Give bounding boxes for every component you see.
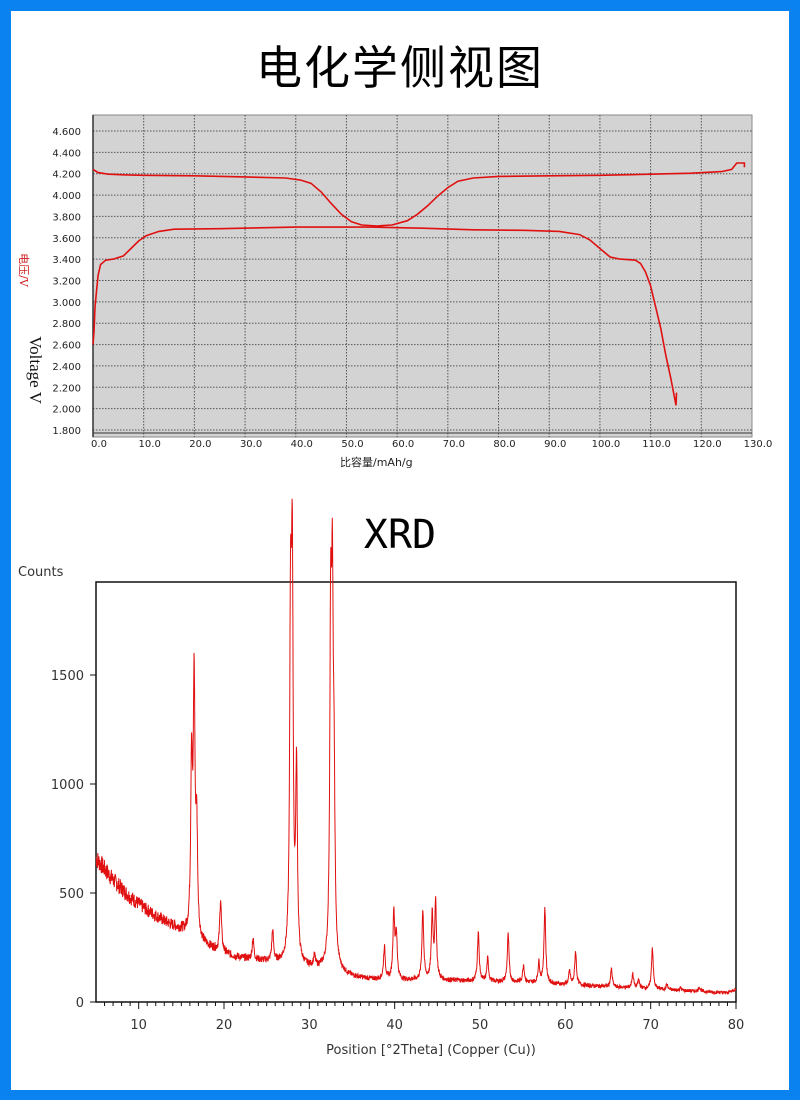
x-axis-label: 比容量/mAh/g <box>340 455 413 469</box>
ticks: 0.0 10.0 20.0 30.0 40.0 50.0 60.0 70.0 80.0 90.0 1… <box>52 127 772 450</box>
x-tick-label: 10.0 <box>139 439 161 450</box>
x-tick-label: 50.0 <box>341 439 363 450</box>
charge-curve <box>92 162 746 227</box>
y-tick-label: 3.800 <box>52 212 81 223</box>
x-tick-label: 120.0 <box>693 439 722 450</box>
y-tick-label: 2.800 <box>52 319 81 330</box>
y-tick-label: 2.400 <box>52 362 81 373</box>
y-tick-label: 3.600 <box>52 234 81 245</box>
y-tick-label: 4.600 <box>52 127 81 138</box>
y-tick-label: 4.400 <box>52 148 81 159</box>
grid <box>92 115 752 437</box>
x-tick-label: 130.0 <box>744 439 773 450</box>
y-tick-label: 2.600 <box>52 341 81 352</box>
plot-area <box>92 114 753 438</box>
x-tick-label: 60.0 <box>392 439 414 450</box>
x-tick-label: 0.0 <box>91 439 107 450</box>
y-tick-label: 3.400 <box>52 255 81 266</box>
y-tick-label: 1.800 <box>52 426 81 437</box>
series <box>92 162 746 406</box>
x-tick-label: 20.0 <box>189 439 211 450</box>
y-axis-label-overlay: Voltage V <box>26 336 45 405</box>
y-tick-label: 2.000 <box>52 405 81 416</box>
x-tick-label: 110.0 <box>642 439 671 450</box>
x-tick-label: 90.0 <box>544 439 566 450</box>
y-tick-label: 2.200 <box>52 383 81 394</box>
x-tick-label: 30.0 <box>240 439 262 450</box>
x-tick-label: 100.0 <box>592 439 621 450</box>
x-tick-label: 70.0 <box>443 439 465 450</box>
y-axis-label: 电压/V <box>17 253 30 288</box>
x-tick-label: 40.0 <box>291 439 313 450</box>
xrd-title: XRD <box>363 512 437 558</box>
x-tick-label: 80.0 <box>493 439 515 450</box>
echem-title: 电化学侧视图 <box>256 41 544 95</box>
y-tick-label: 4.000 <box>52 191 81 202</box>
echem-chart: 0.0 10.0 20.0 30.0 40.0 50.0 60.0 70.0 80.0 90.0 1… <box>17 114 772 469</box>
y-tick-label: 3.000 <box>52 298 81 309</box>
y-tick-label: 4.200 <box>52 170 81 181</box>
discharge-curve <box>92 226 678 406</box>
y-tick-label: 3.200 <box>52 277 81 288</box>
